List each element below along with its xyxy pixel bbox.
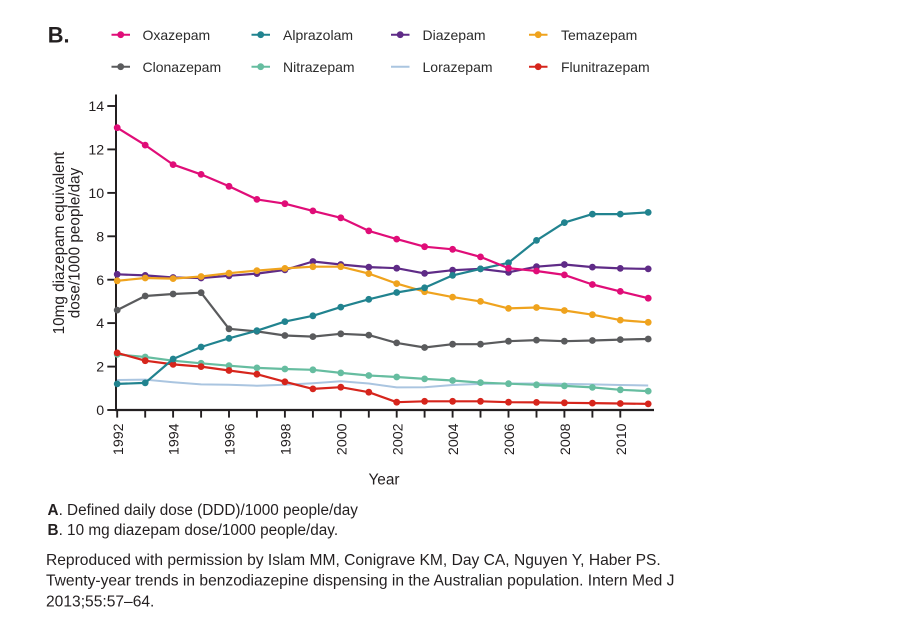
svg-text:2004: 2004 xyxy=(446,423,462,455)
svg-text:1994: 1994 xyxy=(167,423,183,455)
svg-text:Lorazepam: Lorazepam xyxy=(423,59,493,75)
svg-text:Flunitrazepam: Flunitrazepam xyxy=(561,59,650,75)
svg-text:2002: 2002 xyxy=(390,423,406,455)
svg-text:B.: B. xyxy=(48,23,70,48)
svg-text:Oxazepam: Oxazepam xyxy=(143,27,211,43)
svg-text:1992: 1992 xyxy=(111,423,127,455)
svg-text:Clonazepam: Clonazepam xyxy=(143,59,222,75)
svg-text:dose/1000 people/day: dose/1000 people/day xyxy=(66,167,83,318)
svg-text:4: 4 xyxy=(96,316,104,332)
svg-text:1998: 1998 xyxy=(279,423,295,455)
svg-text:Alprazolam: Alprazolam xyxy=(283,27,353,43)
svg-text:10mg diazepam equivalent: 10mg diazepam equivalent xyxy=(51,151,68,335)
svg-text:Reproduced with permission by: Reproduced with permission by Islam MM, … xyxy=(46,552,661,569)
svg-text:8: 8 xyxy=(96,229,104,245)
svg-text:Twenty-year trends in benzodia: Twenty-year trends in benzodiazepine dis… xyxy=(46,573,674,590)
svg-text:B. 10 mg diazepam dose/1000 pe: B. 10 mg diazepam dose/1000 people/day. xyxy=(48,522,339,539)
svg-text:14: 14 xyxy=(88,99,104,115)
svg-text:2: 2 xyxy=(96,360,104,376)
svg-text:0: 0 xyxy=(96,403,104,419)
svg-text:6: 6 xyxy=(96,273,104,289)
svg-text:1996: 1996 xyxy=(223,423,239,455)
svg-text:10: 10 xyxy=(88,186,104,202)
svg-text:Year: Year xyxy=(368,472,399,489)
svg-text:A. Defined daily dose (DDD)/10: A. Defined daily dose (DDD)/1000 people/… xyxy=(48,502,359,519)
svg-text:12: 12 xyxy=(88,143,104,159)
svg-text:Temazepam: Temazepam xyxy=(561,27,637,43)
svg-text:2010: 2010 xyxy=(614,423,630,455)
svg-text:2006: 2006 xyxy=(502,423,518,455)
svg-text:Nitrazepam: Nitrazepam xyxy=(283,59,355,75)
svg-text:2013;55:57–64.: 2013;55:57–64. xyxy=(46,593,154,610)
svg-text:2000: 2000 xyxy=(334,423,350,455)
svg-text:Diazepam: Diazepam xyxy=(423,27,486,43)
svg-text:2008: 2008 xyxy=(558,423,574,455)
